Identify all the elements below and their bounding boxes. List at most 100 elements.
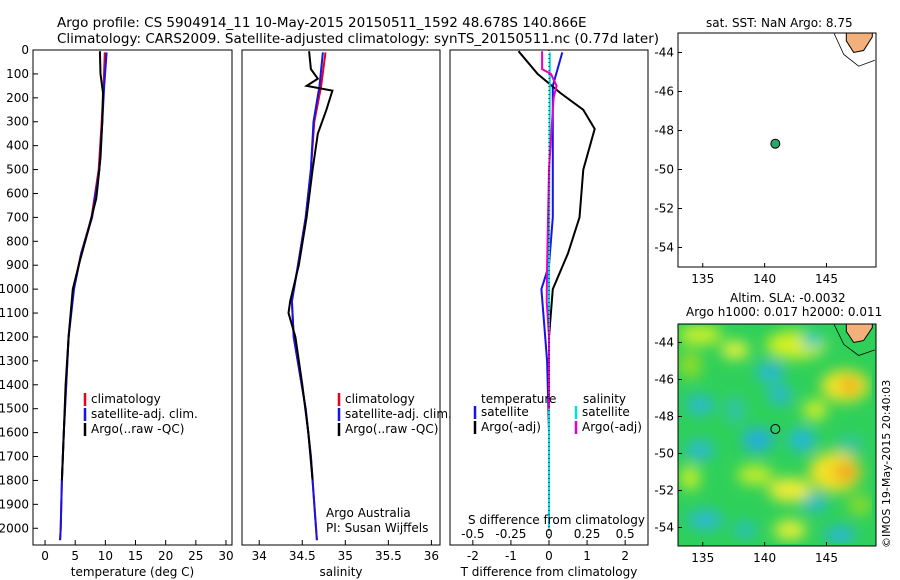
series-line (541, 51, 558, 409)
series-line (287, 51, 334, 481)
salinity-panel-frame (241, 49, 441, 546)
series-line (290, 52, 324, 541)
difference-legend: temperature satellite Argo(-adj) salinit… (473, 392, 642, 434)
y-tick-label: 1200 (0, 330, 29, 344)
temperature-chart: 0 5 10 15 20 25 300100200300400500600700800900… (0, 43, 234, 579)
sla-blob (686, 440, 714, 460)
credit-pi: PI: Susan Wijffels (326, 521, 428, 535)
isobath-line (833, 323, 875, 356)
x-tick-label: 30 (218, 549, 233, 563)
y-tick-label: 1400 (0, 378, 29, 392)
position-map-frame (677, 32, 877, 268)
isobath-line (833, 32, 875, 67)
y-tick-label: 200 (6, 91, 29, 105)
x-tick-label: 145 (815, 272, 838, 286)
x-tick-label: 34.5 (289, 549, 316, 563)
sla-blob (824, 526, 856, 544)
y-tick-label: -48 (654, 410, 674, 424)
x-tick-label: 35.5 (375, 549, 402, 563)
difference-chart: -2 -1 0 1 2 T difference from climatology -0.5… (460, 50, 637, 579)
legend-argo-label: Argo(..raw -QC) (345, 422, 438, 436)
y-tick-label: -44 (654, 46, 674, 60)
x-tick-label: 135 (691, 551, 714, 565)
header-line-2: Climatology: CARS2009. Satellite-adjuste… (57, 31, 659, 47)
temperature-legend: climatology satellite-adj. clim. Argo(..… (83, 392, 198, 436)
y-tick-label: 1600 (0, 426, 29, 440)
top-tick-label: -0.25 (495, 527, 526, 541)
legend-satellite-label: satellite-adj. clim. (345, 407, 452, 421)
sla-blob (836, 435, 864, 455)
map2-title-line-2: Argo h1000: 0.017 h2000: 0.011 (686, 305, 882, 319)
y-tick-label: 1500 (0, 402, 29, 416)
sla-blob (733, 522, 757, 538)
series-line (60, 51, 105, 481)
x-tick-label: 0 (41, 549, 49, 563)
top-tick-label: 0 (545, 527, 553, 541)
legend-satellite-label: satellite-adj. clim. (91, 407, 198, 421)
sla-blob (840, 378, 860, 394)
x-tick-label: 35 (338, 549, 353, 563)
x-tick-label: 135 (691, 272, 714, 286)
sla-blob (678, 325, 722, 345)
sla-blob (686, 395, 714, 415)
sla-blob (678, 351, 702, 379)
x-tick-label: -1 (505, 549, 517, 563)
x-tick-label: 140 (753, 272, 776, 286)
sla-blob (848, 495, 872, 515)
y-tick-label: 1800 (0, 473, 29, 487)
legend-sal-argo-label: Argo(-adj) (582, 420, 642, 434)
legend-temperature-title: temperature (481, 392, 556, 406)
temperature-panel-frame (32, 49, 233, 546)
sla-blob (788, 428, 816, 452)
sla-blob (721, 341, 749, 359)
legend-argo-label: Argo(..raw -QC) (91, 422, 184, 436)
y-tick-label: 900 (6, 258, 29, 272)
altimetry-map: 135 140 145 -44 -46 -48 -50 -52 -54 (654, 323, 875, 565)
y-tick-label: 300 (6, 115, 29, 129)
imos-watermark: ©IMOS 19-May-2015 20:40:03 (880, 380, 893, 548)
y-tick-label: 2000 (0, 521, 29, 535)
x-tick-label: 15 (128, 549, 143, 563)
x-tick-label: 25 (188, 549, 203, 563)
y-tick-label: -44 (654, 336, 674, 350)
y-tick-label: -50 (654, 163, 674, 177)
x-tick-label: 10 (98, 549, 113, 563)
altimetry-field (678, 324, 876, 546)
x-tick-label: 140 (753, 551, 776, 565)
sla-blobs (678, 325, 872, 544)
argo-position-marker (770, 424, 781, 435)
x-axis-label: salinity (319, 565, 362, 579)
legend-temp-argo-label: Argo(-adj) (481, 420, 541, 434)
sla-blob (802, 332, 822, 348)
sla-blob (737, 465, 773, 485)
sla-blob (742, 428, 774, 452)
top-tick-label: -0.5 (461, 527, 484, 541)
map1-title: sat. SST: NaN Argo: 8.75 (706, 16, 853, 30)
legend-climatology-label: climatology (91, 392, 161, 406)
salinity-chart: 34 34.5 35 35.5 36 salinity (252, 51, 439, 579)
y-tick-label: 800 (6, 234, 29, 248)
credit-org: Argo Australia (326, 506, 411, 520)
y-tick-label: -48 (654, 124, 674, 138)
position-map-background (678, 33, 876, 267)
x-tick-label: 34 (252, 549, 267, 563)
sla-blob (803, 494, 827, 512)
argo-position-marker (770, 138, 781, 149)
top-tick-label: 0.25 (574, 527, 601, 541)
y-tick-label: 1100 (0, 306, 29, 320)
map2-title-line-1: Altim. SLA: -0.0032 (730, 291, 846, 305)
series-line (548, 52, 551, 529)
sla-blob (768, 385, 792, 405)
y-tick-label: -54 (654, 241, 674, 255)
y-tick-label: -46 (654, 373, 674, 387)
y-tick-label: 400 (6, 139, 29, 153)
legend-temp-satellite-label: satellite (481, 405, 529, 419)
salinity-legend: climatology satellite-adj. clim. Argo(..… (337, 392, 452, 436)
sla-blob (834, 462, 858, 482)
y-tick-label: -54 (654, 521, 674, 535)
legend-sal-satellite-label: satellite (582, 405, 630, 419)
series-line (59, 52, 106, 541)
y-tick-label: 1000 (0, 282, 29, 296)
y-tick-label: -46 (654, 85, 674, 99)
